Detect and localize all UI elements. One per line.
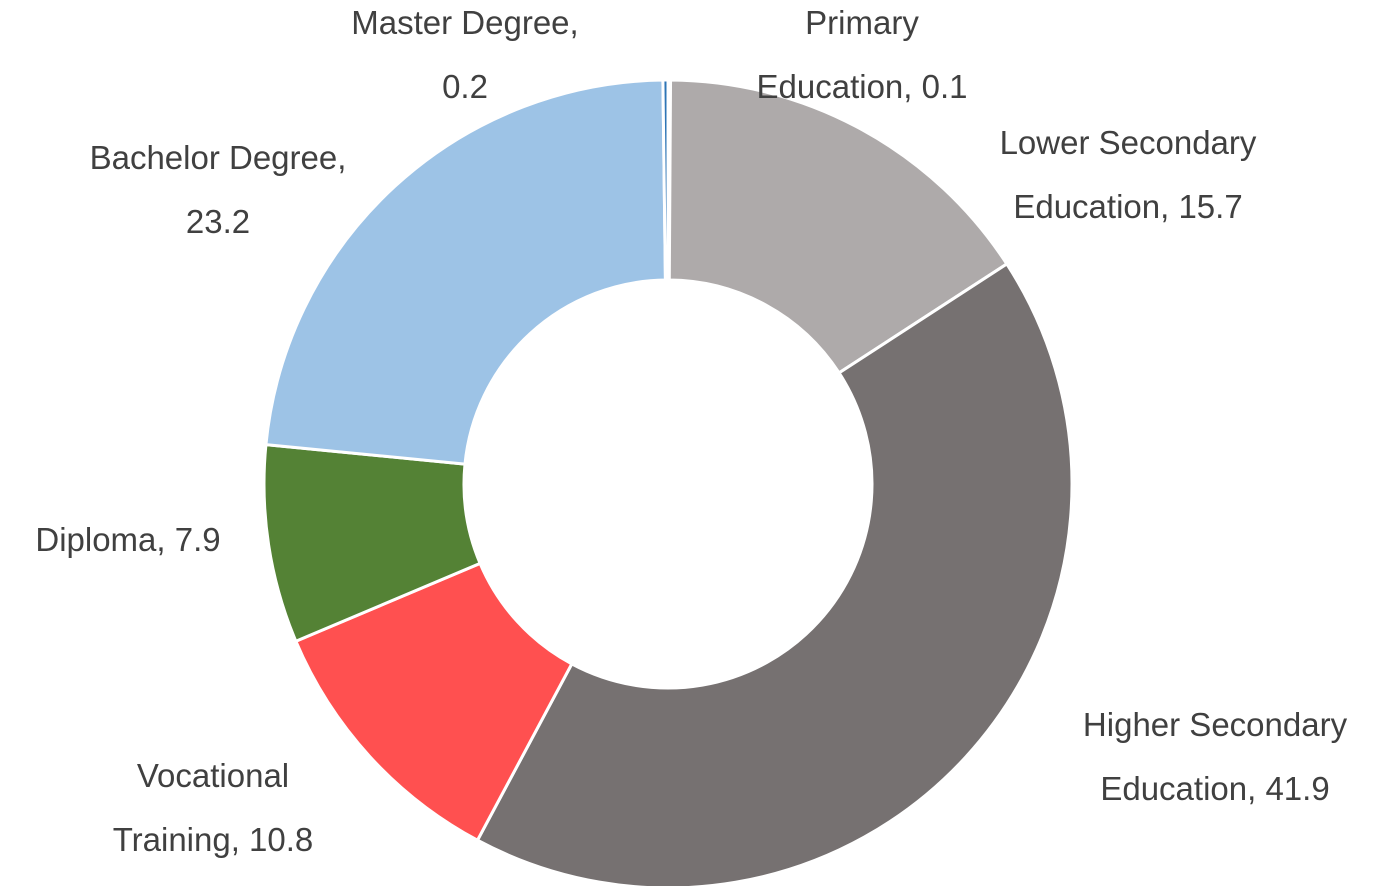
donut-slice: [293, 561, 574, 843]
data-label: Primary Education, 0.1: [756, 4, 968, 105]
data-label: Bachelor Degree, 23.2: [89, 139, 347, 240]
donut-slice: [264, 78, 667, 466]
donut-slice: [667, 78, 1009, 375]
donut-slice: [475, 261, 1074, 886]
donut-slice: [661, 78, 670, 282]
data-label: Diploma, 7.9: [35, 521, 221, 558]
data-label: Lower Secondary Education, 15.7: [999, 124, 1257, 225]
data-label: Master Degree, 0.2: [351, 4, 579, 105]
data-label: Higher Secondary Education, 41.9: [1082, 706, 1348, 807]
data-label: Vocational Training, 10.8: [112, 757, 314, 858]
